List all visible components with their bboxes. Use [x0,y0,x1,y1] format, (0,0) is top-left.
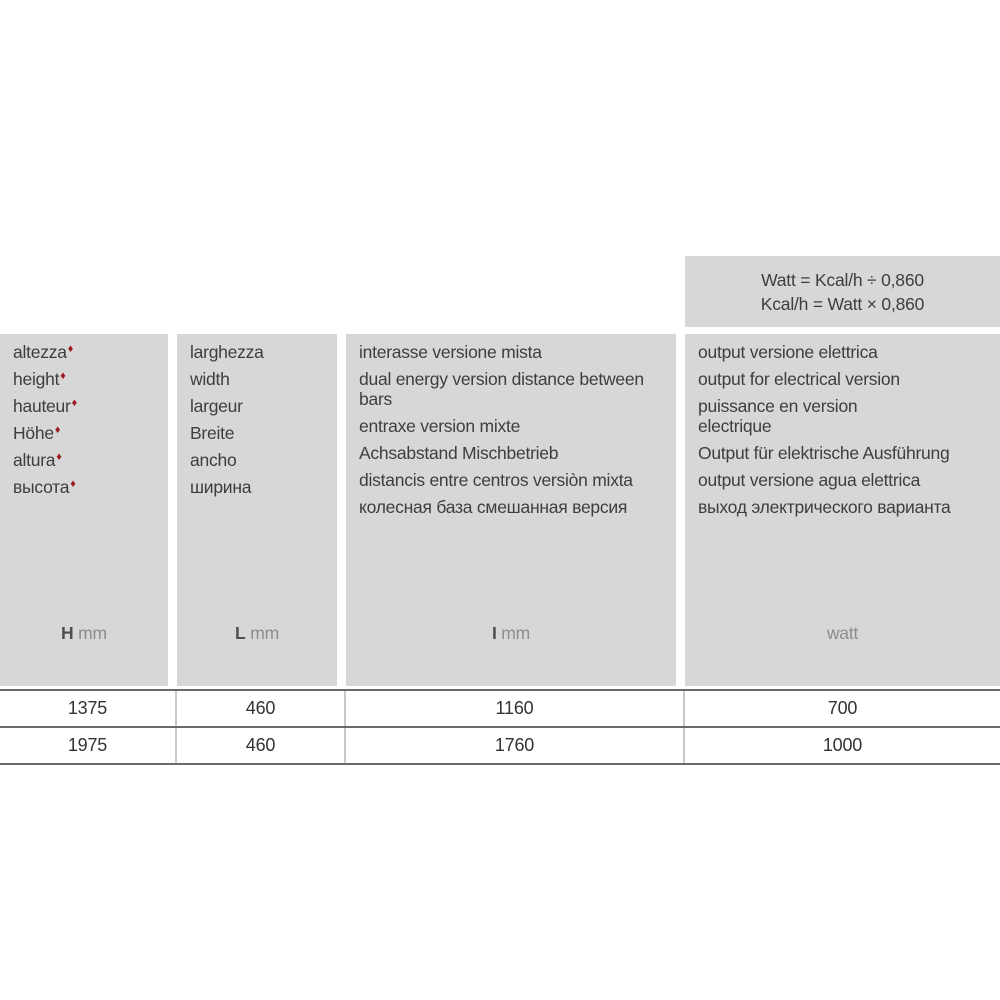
column-label-group: altezza♦ height♦ hauteur♦ Höhe♦ altura♦ высот… [0,334,168,504]
unit-name: watt [826,623,859,643]
column-label: larghezza [190,342,264,362]
table-row: 1375 460 1160 700 [0,691,1000,728]
column-label: выход электрического варианта [698,497,951,517]
value-cell-height: 1975 [0,728,177,763]
unit-symbol: L [235,623,246,643]
unit-header-electrical-output: watt [685,623,1000,644]
column-label-group: output versione elettrica output for elec… [685,334,1000,524]
column-label: output for electrical version [698,369,900,389]
column-label: высота♦ [13,477,76,497]
unit-header-height: H mm [0,623,168,644]
column-label: interasse versione mista [359,342,542,362]
diamond-marker-icon: ♦ [67,343,74,355]
header-cell-electrical-output: output versione elettrica output for elec… [685,334,1000,686]
column-label: width [190,369,230,389]
unit-header-distance-between-bars: I mm [346,623,676,644]
column-label: distancis entre centros versiòn mixta [359,470,633,490]
diamond-marker-icon: ♦ [56,451,62,463]
column-label-group: larghezza width largeur Breite ancho ширина [177,334,337,504]
value-cell-height: 1375 [0,691,177,726]
unit-name: mm [501,623,531,643]
unit-symbol: H [61,623,74,643]
column-label: altura♦ [13,450,62,470]
diamond-marker-icon: ♦ [70,478,76,490]
header-cell-distance-between-bars: interasse versione mista dual energy vers… [346,334,685,686]
column-label: largeur [190,396,243,416]
unit-name: mm [250,623,279,643]
unit-symbol: I [491,623,497,643]
column-label: ширина [190,477,252,497]
column-label: ancho [190,450,237,470]
column-label: dual energy version distance between bar… [359,369,644,409]
diamond-marker-icon: ♦ [54,424,61,436]
column-label: altezza♦ [13,342,74,362]
column-label: Output für elektrische Ausführung [698,443,950,463]
header-cell-height: altezza♦ height♦ hauteur♦ Höhe♦ altura♦ высот… [0,334,177,686]
column-label: height♦ [13,369,66,389]
value-cell-width: 460 [177,691,346,726]
value-cell-width: 460 [177,728,346,763]
conversion-formula-box: Watt = Kcal/h ÷ 0,860 Kcal/h = Watt × 0,… [685,256,1000,327]
diamond-marker-icon: ♦ [71,397,78,409]
header-cell-width: larghezza width largeur Breite ancho ширина L … [177,334,346,686]
column-label: Breite [190,423,235,443]
column-label: entraxe version mixte [359,416,521,436]
unit-header-width: L mm [177,623,337,644]
diamond-marker-icon: ♦ [60,370,66,382]
table-row: 1975 460 1760 1000 [0,728,1000,765]
column-label: output versione agua elettrica [698,470,921,490]
table-header: altezza♦ height♦ hauteur♦ Höhe♦ altura♦ высот… [0,334,1000,686]
column-label: Achsabstand Mischbetrieb [359,443,559,463]
column-label: output versione elettrica [698,342,878,362]
formula-line-kcal: Kcal/h = Watt × 0,860 [760,293,925,314]
column-label: hauteur♦ [13,396,78,416]
value-cell-distance-between-bars: 1160 [346,691,685,726]
value-cell-electrical-output: 1000 [822,735,863,755]
table-body: 1375 460 1160 700 1975 460 1760 1000 [0,689,1000,765]
value-cell-distance-between-bars: 1760 [346,728,685,763]
column-label: puissance en version electrique [698,396,858,436]
column-label: Höhe♦ [13,423,61,443]
column-label-group: interasse versione mista dual energy vers… [346,334,676,524]
formula-line-watt: Watt = Kcal/h ÷ 0,860 [761,269,924,290]
column-label: колесная база смешанная версия [359,497,628,517]
unit-name: mm [78,623,107,643]
value-cell-electrical-output: 700 [827,698,858,718]
